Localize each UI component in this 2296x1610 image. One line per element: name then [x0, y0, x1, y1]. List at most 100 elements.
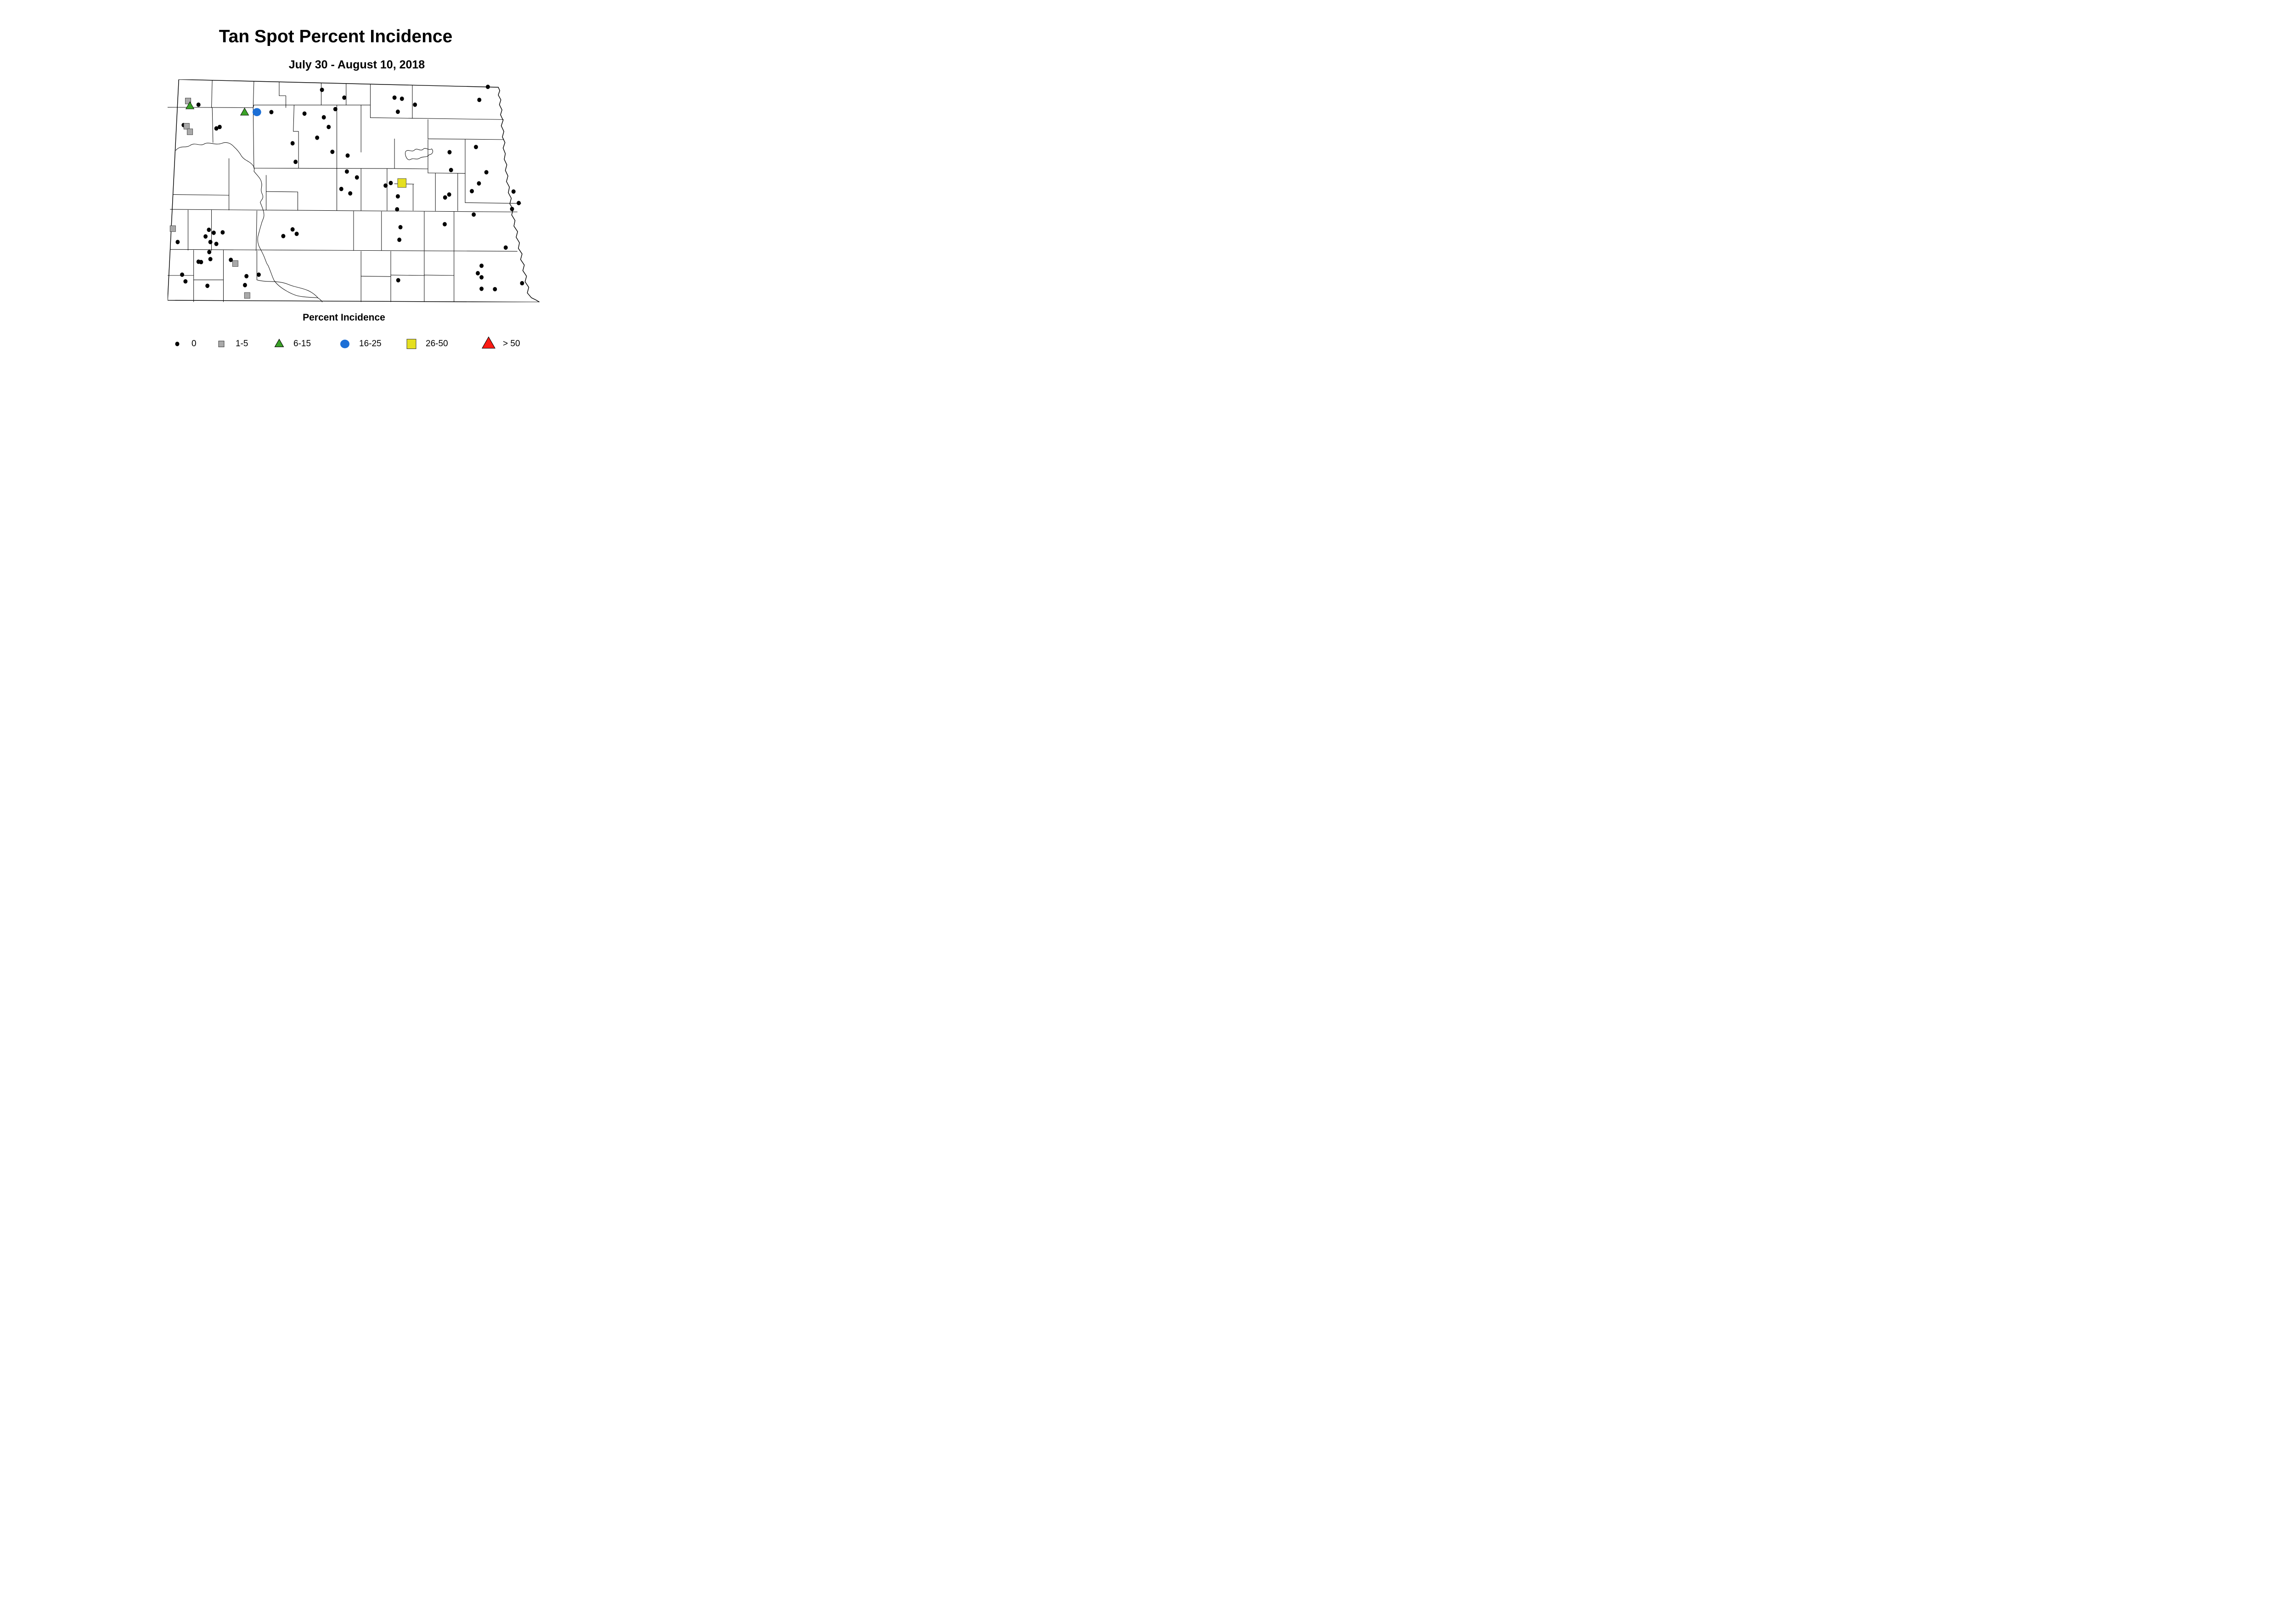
marker-dot-0 — [243, 283, 247, 287]
triangle-icon — [482, 336, 495, 349]
marker-dot-0 — [395, 109, 400, 114]
marker-dot-0 — [344, 169, 349, 174]
county-line — [424, 275, 455, 276]
county-line — [266, 191, 298, 211]
square-icon — [406, 339, 416, 349]
marker-dot-0 — [348, 191, 353, 196]
marker-square-26-50 — [397, 178, 407, 188]
marker-dot-0 — [183, 279, 188, 284]
county-line — [172, 194, 230, 196]
county-line — [428, 173, 466, 174]
marker-dot-0 — [217, 124, 222, 129]
dot-icon — [175, 342, 180, 346]
marker-square-1-5 — [232, 260, 238, 267]
page: Tan Spot Percent Incidence July 30 - Aug… — [0, 0, 720, 379]
marker-dot-0 — [396, 278, 400, 283]
county-boundaries — [168, 80, 521, 302]
legend-label: 6-15 — [293, 338, 311, 349]
marker-dot-0 — [503, 245, 508, 250]
map-svg — [168, 79, 540, 302]
county-line — [175, 142, 323, 302]
county-line — [405, 148, 433, 160]
marker-circle-16-25 — [253, 108, 261, 116]
county-line — [370, 117, 504, 120]
circle-icon — [340, 339, 349, 349]
county-line — [256, 280, 318, 298]
marker-dot-0 — [199, 259, 203, 265]
legend-label: 0 — [191, 338, 197, 349]
marker-dot-0 — [208, 257, 213, 262]
marker-square-1-5 — [169, 225, 176, 232]
marker-dot-0 — [447, 192, 451, 197]
legend-item->50: > 50 — [480, 333, 520, 354]
marker-dot-0 — [517, 201, 521, 205]
state-outline — [168, 79, 540, 302]
county-line — [256, 210, 257, 251]
county-line — [428, 138, 504, 140]
marker-dot-0 — [180, 272, 185, 277]
marker-dot-0 — [510, 207, 514, 211]
marker-dot-0 — [398, 225, 403, 230]
marker-dot-0 — [493, 287, 497, 292]
marker-dot-0 — [207, 250, 212, 254]
marker-square-1-5 — [187, 129, 193, 135]
marker-dot-0 — [355, 175, 359, 180]
legend-item-6-15: 6-15 — [271, 333, 311, 354]
marker-dot-0 — [326, 124, 331, 129]
marker-dot-0 — [479, 275, 484, 280]
county-line — [253, 81, 254, 108]
legend-label: > 50 — [503, 338, 520, 349]
marker-square-1-5 — [244, 292, 250, 299]
marker-dot-0 — [256, 272, 261, 277]
marker-dot-0 — [395, 194, 400, 199]
marker-dot-0 — [400, 96, 404, 101]
marker-dot-0 — [229, 258, 233, 262]
marker-dot-0 — [345, 153, 350, 158]
marker-dot-0 — [220, 230, 225, 235]
marker-dot-0 — [211, 231, 216, 235]
marker-dot-0 — [388, 180, 393, 186]
marker-dot-0 — [302, 111, 307, 116]
marker-dot-0 — [511, 189, 516, 194]
marker-dot-0 — [294, 231, 299, 236]
marker-dot-0 — [484, 170, 489, 175]
marker-dot-0 — [293, 159, 298, 164]
marker-dot-0 — [342, 95, 347, 100]
legend-row: 0 1-5 6-15 16-25 26-50 > 50 — [0, 333, 720, 354]
triangle-icon — [274, 338, 284, 347]
legend-item-0: 0 — [169, 333, 197, 354]
marker-dot-0 — [244, 274, 249, 279]
marker-triangle-6-15 — [240, 107, 249, 116]
marker-dot-0 — [447, 150, 452, 155]
legend-title: Percent Incidence — [303, 312, 385, 323]
legend-item-16-25: 16-25 — [337, 333, 382, 354]
marker-dot-0 — [315, 135, 320, 140]
county-line — [253, 107, 254, 169]
marker-dot-0 — [205, 283, 210, 288]
legend-label: 16-25 — [359, 338, 382, 349]
marker-dot-0 — [395, 207, 400, 212]
county-line — [279, 82, 287, 108]
marker-dot-0 — [290, 227, 295, 232]
marker-dot-0 — [269, 110, 274, 114]
county-line — [390, 275, 425, 276]
marker-dot-0 — [333, 107, 338, 112]
marker-dot-0 — [413, 102, 417, 107]
marker-dot-0 — [474, 145, 478, 149]
marker-dot-0 — [281, 234, 286, 238]
nd-county-map — [168, 79, 540, 302]
county-line — [168, 105, 371, 108]
marker-dot-0 — [320, 87, 324, 92]
marker-dot-0 — [442, 222, 447, 227]
page-title: Tan Spot Percent Incidence — [219, 27, 453, 46]
marker-dot-0 — [339, 186, 343, 191]
marker-dot-0 — [175, 240, 180, 244]
county-line — [212, 107, 214, 143]
county-line — [170, 249, 518, 252]
marker-dot-0 — [485, 84, 490, 89]
marker-dot-0 — [330, 149, 335, 154]
marker-dot-0 — [392, 95, 397, 100]
marker-dot-0 — [383, 183, 388, 188]
marker-dot-0 — [449, 168, 453, 173]
county-line — [170, 209, 518, 213]
